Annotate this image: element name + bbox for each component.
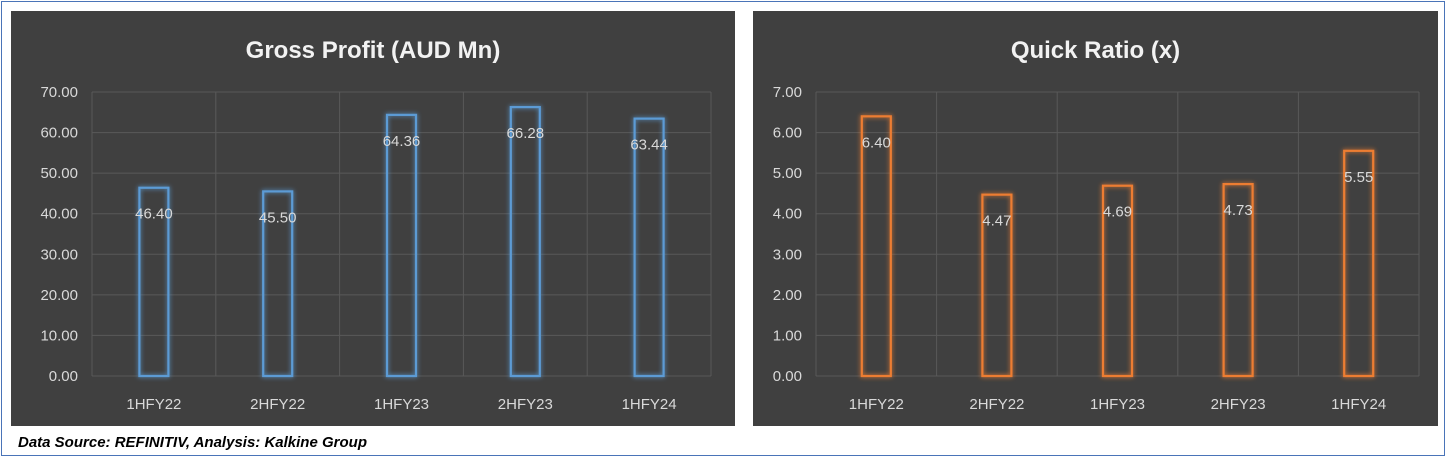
quick-ratio-y-tick-label: 3.00 bbox=[773, 246, 802, 263]
quick-ratio-data-label: 5.55 bbox=[1344, 169, 1373, 186]
gross-profit-bar bbox=[633, 117, 665, 378]
gross-profit-y-tick-label: 20.00 bbox=[40, 287, 78, 304]
gross-profit-y-tick-label: 40.00 bbox=[40, 206, 78, 223]
gross-profit-data-label: 63.44 bbox=[630, 137, 668, 154]
gross-profit-x-tick-label: 2HFY23 bbox=[498, 396, 553, 413]
quick-ratio-bar bbox=[860, 115, 892, 378]
gross-profit-chart-panel: Gross Profit (AUD Mn) 0.00 10.00 20.00 30.00… bbox=[11, 11, 735, 426]
gross-profit-x-tick-label: 1HFY23 bbox=[374, 396, 429, 413]
quick-ratio-x-tick-label: 1HFY22 bbox=[849, 396, 904, 413]
data-source-note: Data Source: REFINITIV, Analysis: Kalkin… bbox=[18, 434, 367, 451]
quick-ratio-y-tick-label: 6.00 bbox=[773, 125, 802, 142]
quick-ratio-bar bbox=[1343, 149, 1375, 378]
gross-profit-x-tick-label: 1HFY24 bbox=[622, 396, 677, 413]
quick-ratio-chart: Quick Ratio (x) 0.00 1.00 2.00 3.00 4.00 5.00 6… bbox=[773, 37, 1420, 413]
gross-profit-data-label: 46.40 bbox=[135, 206, 173, 223]
quick-ratio-bar bbox=[1101, 184, 1134, 378]
quick-ratio-y-tick-label: 0.00 bbox=[773, 368, 802, 385]
quick-ratio-x-tick-label: 2HFY23 bbox=[1211, 396, 1266, 413]
quick-ratio-x-tick-label: 1HFY24 bbox=[1331, 396, 1386, 413]
gross-profit-chart-title: Gross Profit (AUD Mn) bbox=[246, 37, 501, 64]
quick-ratio-chart-panel: Quick Ratio (x) 0.00 1.00 2.00 3.00 4.00 5.00 6… bbox=[753, 11, 1438, 426]
gross-profit-bar bbox=[138, 186, 170, 378]
gross-profit-y-tick-label: 10.00 bbox=[40, 327, 78, 344]
quick-ratio-y-tick-label: 2.00 bbox=[773, 287, 802, 304]
quick-ratio-data-label: 6.40 bbox=[862, 134, 891, 151]
gross-profit-y-tick-label: 50.00 bbox=[40, 165, 78, 182]
gross-profit-x-tick-label: 1HFY22 bbox=[126, 396, 181, 413]
gross-profit-data-label: 64.36 bbox=[383, 133, 421, 150]
quick-ratio-bar bbox=[981, 193, 1013, 378]
gross-profit-bar bbox=[509, 105, 541, 378]
quick-ratio-y-tick-label: 7.00 bbox=[773, 84, 802, 101]
gross-profit-data-label: 66.28 bbox=[507, 125, 545, 142]
gross-profit-y-tick-label: 0.00 bbox=[49, 368, 78, 385]
quick-ratio-data-label: 4.73 bbox=[1223, 202, 1252, 219]
gross-profit-bar bbox=[385, 113, 418, 378]
quick-ratio-data-label: 4.69 bbox=[1103, 204, 1132, 221]
gross-profit-chart: Gross Profit (AUD Mn) 0.00 10.00 20.00 30.00… bbox=[40, 37, 712, 413]
gross-profit-y-tick-label: 30.00 bbox=[40, 246, 78, 263]
quick-ratio-chart-title: Quick Ratio (x) bbox=[1011, 37, 1180, 64]
quick-ratio-y-tick-label: 1.00 bbox=[773, 327, 802, 344]
quick-ratio-data-label: 4.47 bbox=[982, 213, 1011, 230]
gross-profit-data-label: 45.50 bbox=[259, 209, 297, 226]
gross-profit-bar bbox=[262, 190, 294, 378]
quick-ratio-y-tick-label: 5.00 bbox=[773, 165, 802, 182]
gross-profit-x-tick-label: 2HFY22 bbox=[250, 396, 305, 413]
quick-ratio-x-tick-label: 1HFY23 bbox=[1090, 396, 1145, 413]
gross-profit-y-tick-label: 70.00 bbox=[40, 84, 78, 101]
quick-ratio-y-tick-label: 4.00 bbox=[773, 206, 802, 223]
quick-ratio-bar bbox=[1222, 182, 1254, 378]
quick-ratio-x-tick-label: 2HFY22 bbox=[969, 396, 1024, 413]
gross-profit-y-tick-label: 60.00 bbox=[40, 125, 78, 142]
